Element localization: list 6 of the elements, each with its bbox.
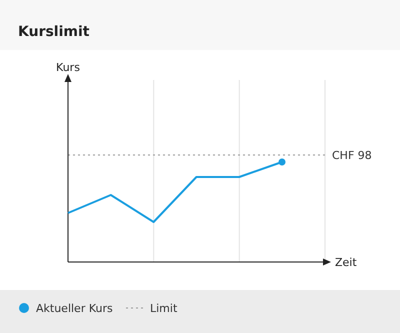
chart-title: Kurslimit — [18, 24, 90, 40]
ref-line-label: CHF 98 — [332, 149, 372, 162]
text: Kurs — [56, 61, 80, 74]
legend-label: Aktueller Kurs — [36, 302, 114, 315]
x-axis-title: Zeit — [335, 256, 358, 269]
text: Limit — [150, 302, 178, 315]
